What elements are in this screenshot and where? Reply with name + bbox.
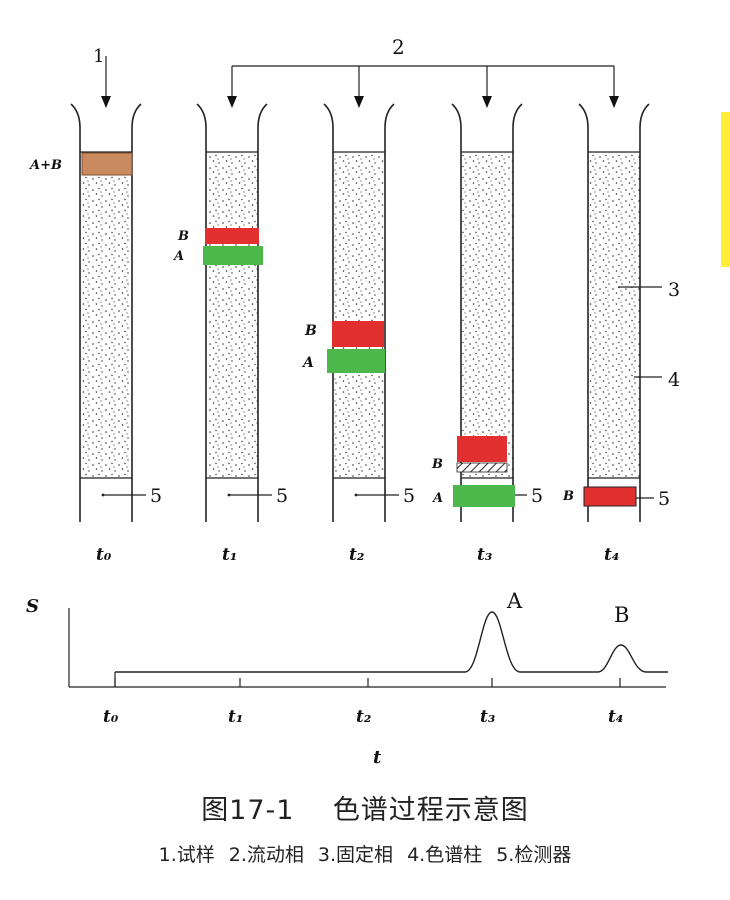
figure-title: 色谱过程示意图 [332,795,529,826]
band-b-col2 [332,321,384,347]
legend-item: 2.流动相 [228,844,304,866]
stationary-phase-packing [80,152,132,478]
stationary-phase-packing [588,152,640,478]
band-b-label-col4: B [562,489,574,504]
band-b-label-col3: B [431,457,443,472]
mix-band-label: A+B [28,158,62,173]
band-a-label-col3: A [431,491,443,506]
detector-callout: 5 [403,485,415,507]
figure-legend: 1.试样 2.流动相 3.固定相 4.色谱柱 5.检测器 [0,840,730,867]
sample-arrow-label: 1 [93,46,104,67]
legend-item: 4.色谱柱 [407,844,483,866]
sample-arrow: 1 [93,46,111,108]
axis-tick-label: t₄ [608,707,623,727]
mobile-phase-label: 2 [392,35,405,59]
column-2: 5 t₂ [323,103,415,565]
chromatogram: S A B t₀ t₁ t₂ t₃ t₄ t [26,589,668,768]
band-b-col1 [205,228,259,244]
legend-item: 5.检测器 [496,844,572,866]
detector-callout: 5 [150,485,162,507]
band-b-label-col2: B [304,323,317,339]
band-a-col2 [327,349,385,373]
mobile-phase-manifold: 2 [227,35,619,108]
stationary-phase-packing [333,152,385,478]
band-b-col4 [583,486,637,507]
column-time-label: t₀ [96,545,112,565]
column-time-label: t₄ [604,545,619,565]
band-b-label-col1: B [177,229,189,244]
stationary-phase-callout: 3 [668,279,680,301]
column-wall [70,103,142,522]
column-time-label: t₁ [222,545,237,565]
peak-a-label: A [506,589,523,613]
column-wall [323,103,395,522]
figure-number: 图17-1 [201,795,295,826]
mix-band [81,152,133,176]
column-time-label: t₃ [477,545,492,565]
column-wall [196,103,268,522]
band-a-label-col1: A [172,249,184,264]
band-a-label-col2: A [301,355,314,371]
column-0: 5 t₀ [70,103,162,565]
axis-tick-label: t₂ [356,707,371,727]
column-4: 5 t₄ [578,103,670,565]
column-3: 5 t₃ [451,103,543,565]
band-a-col1 [203,246,263,265]
band-a-col3 [453,485,515,507]
column-time-label: t₂ [349,545,364,565]
figure-caption: 图17-1 色谱过程示意图 [0,788,730,827]
band-b-col3 [457,436,507,462]
axis-ticks: t₀ t₁ t₂ t₃ t₄ [103,678,623,727]
axis-tick-label: t₁ [228,707,243,727]
legend-item: 1.试样 [158,844,215,866]
detector-callout: 5 [276,485,288,507]
signal-axis-label: S [26,596,39,617]
column-callout: 4 [668,369,680,391]
axis-tick-label: t₀ [103,707,119,727]
columns-group: 5 t₀ 5 t₁ 5 t₂ 5 t₃ 5 t₄ [70,103,670,565]
highlight-strip [721,112,730,267]
stationary-phase-packing [206,152,258,478]
peak-b-label: B [614,603,629,627]
column-1: 5 t₁ [196,103,288,565]
detector-callout: 5 [531,485,543,507]
band-hatch-col3 [456,462,508,473]
stationary-phase-packing [461,152,513,478]
column-wall [578,103,650,522]
column-wall [451,103,523,522]
detector-callout: 5 [658,488,670,510]
legend-item: 3.固定相 [317,844,394,866]
signal-trace [115,611,668,673]
time-axis-label: t [373,747,382,768]
axis-tick-label: t₃ [480,707,495,727]
